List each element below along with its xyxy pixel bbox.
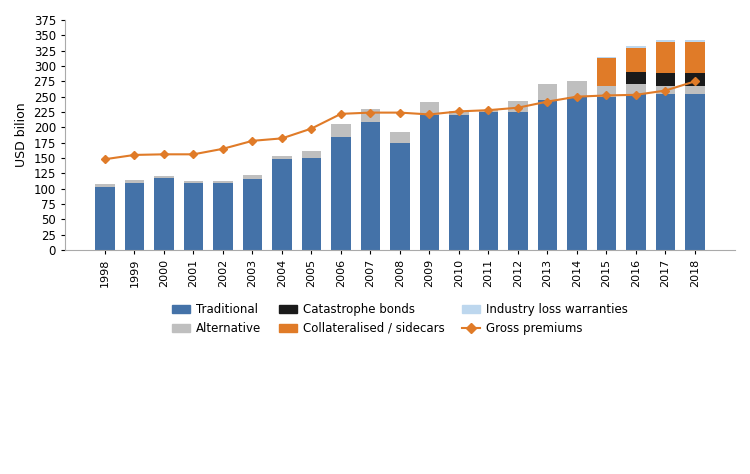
Bar	[597, 57, 616, 58]
Gross premiums	[395, 110, 404, 116]
Bar	[509, 112, 527, 250]
Bar	[656, 42, 675, 73]
Bar	[449, 115, 469, 250]
Bar	[568, 97, 586, 250]
Gross premiums	[454, 109, 464, 114]
Bar	[509, 101, 527, 112]
Gross premiums	[661, 88, 670, 93]
Bar	[243, 174, 262, 180]
Gross premiums	[632, 92, 640, 98]
Bar	[626, 93, 646, 250]
Bar	[154, 176, 173, 178]
Gross premiums	[514, 105, 523, 110]
Bar	[184, 182, 203, 250]
Bar	[656, 86, 675, 93]
Bar	[361, 109, 380, 122]
Bar	[597, 58, 616, 86]
Bar	[420, 115, 439, 250]
Gross premiums	[543, 99, 552, 104]
Bar	[568, 82, 586, 97]
Legend: Traditional, Alternative, Catastrophe bonds, Collateralised / sidecars, Industry: Traditional, Alternative, Catastrophe bo…	[166, 297, 634, 341]
Bar	[332, 137, 350, 250]
Bar	[361, 122, 380, 250]
Bar	[626, 72, 646, 84]
Bar	[626, 46, 646, 47]
Gross premiums	[278, 136, 286, 141]
Gross premiums	[248, 138, 257, 144]
Gross premiums	[366, 110, 375, 116]
Bar	[272, 159, 292, 250]
Bar	[538, 84, 557, 100]
Bar	[214, 181, 232, 182]
Gross premiums	[484, 107, 493, 113]
Gross premiums	[602, 92, 611, 98]
Line: Gross premiums: Gross premiums	[102, 78, 698, 163]
Bar	[214, 182, 232, 250]
Bar	[125, 180, 144, 182]
Bar	[95, 184, 115, 187]
Bar	[538, 100, 557, 250]
Bar	[686, 93, 704, 250]
Gross premiums	[691, 79, 700, 84]
Bar	[391, 143, 410, 250]
Bar	[302, 151, 321, 158]
Bar	[420, 101, 439, 115]
Gross premiums	[307, 126, 316, 131]
Bar	[125, 182, 144, 250]
Bar	[479, 112, 498, 250]
Bar	[626, 84, 646, 93]
Gross premiums	[425, 111, 434, 117]
Gross premiums	[189, 152, 198, 157]
Bar	[154, 178, 173, 250]
Bar	[656, 93, 675, 250]
Bar	[184, 181, 203, 182]
Bar	[449, 111, 469, 115]
Gross premiums	[160, 152, 169, 157]
Bar	[391, 132, 410, 143]
Bar	[597, 86, 616, 97]
Bar	[656, 73, 675, 86]
Gross premiums	[130, 152, 139, 158]
Bar	[686, 42, 704, 73]
Bar	[686, 86, 704, 93]
Gross premiums	[337, 111, 346, 117]
Gross premiums	[218, 146, 227, 152]
Gross premiums	[100, 156, 109, 162]
Bar	[626, 47, 646, 72]
Bar	[243, 180, 262, 250]
Y-axis label: USD bilion: USD bilion	[15, 103, 28, 167]
Bar	[272, 156, 292, 159]
Bar	[686, 73, 704, 86]
Bar	[332, 124, 350, 137]
Bar	[656, 40, 675, 42]
Bar	[597, 97, 616, 250]
Bar	[479, 109, 498, 112]
Bar	[95, 187, 115, 250]
Gross premiums	[572, 94, 581, 100]
Bar	[686, 40, 704, 42]
Bar	[302, 158, 321, 250]
